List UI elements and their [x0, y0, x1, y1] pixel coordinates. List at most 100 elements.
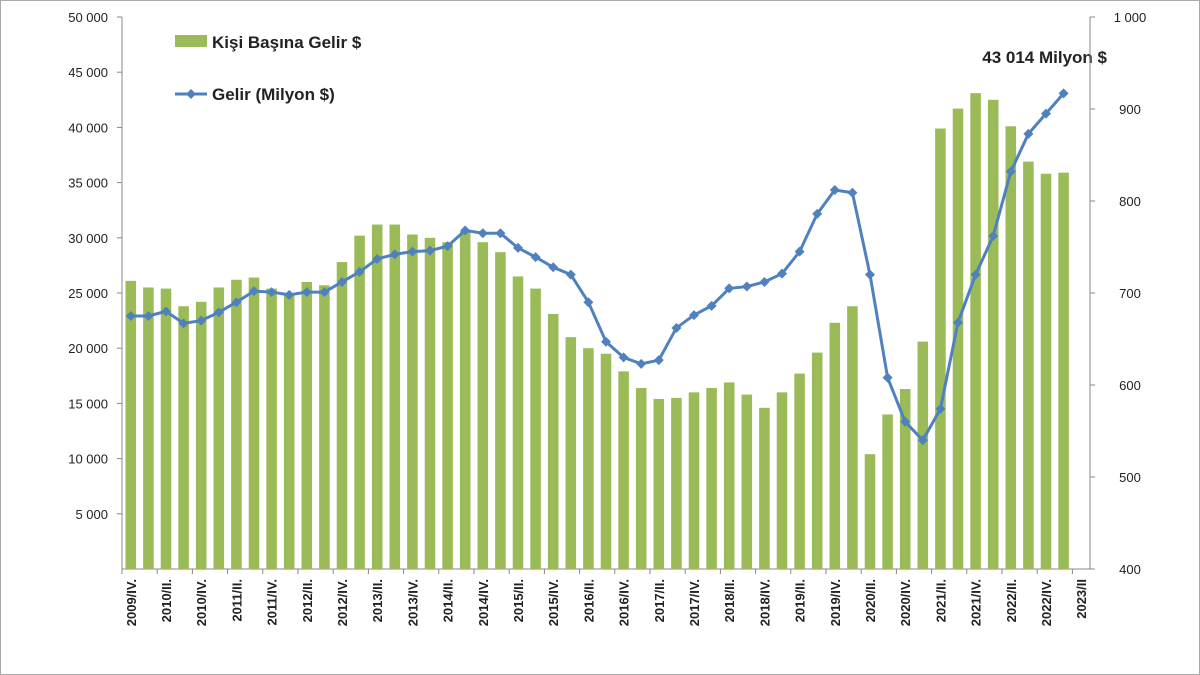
x-tick-label: 2015/IV. — [546, 579, 561, 626]
marker — [337, 276, 347, 287]
bar — [477, 242, 489, 569]
marker — [618, 352, 629, 363]
bar — [231, 279, 242, 569]
x-tick-label: 2009/IV. — [124, 579, 139, 626]
marker — [1005, 166, 1016, 177]
bar — [653, 398, 665, 569]
x-tick-label: 2012/II. — [300, 579, 315, 622]
x-tick-label: 2016/II. — [581, 579, 596, 622]
marker — [653, 355, 664, 366]
marker — [565, 269, 576, 280]
bar — [547, 313, 559, 569]
bar — [354, 235, 365, 570]
bar — [829, 322, 841, 569]
marker — [1058, 88, 1069, 99]
bar — [1023, 161, 1034, 569]
marker — [196, 315, 207, 326]
bar — [723, 382, 735, 569]
bar — [759, 407, 770, 569]
x-tick-label: 2010/II. — [159, 579, 174, 622]
marker — [812, 208, 823, 219]
x-tick-label: 2020/II. — [863, 579, 878, 622]
bar — [248, 277, 260, 569]
marker — [460, 225, 471, 236]
bar — [794, 373, 805, 569]
bar — [389, 224, 401, 569]
marker — [284, 289, 295, 300]
x-tick-label: 2022/II. — [1004, 579, 1019, 622]
x-tick-label: 2015/II. — [511, 579, 526, 622]
marker — [530, 252, 541, 263]
y-tick-label: 30 000 — [68, 231, 108, 246]
bar — [160, 288, 172, 569]
y-tick-label: 35 000 — [68, 176, 108, 191]
marker — [477, 228, 488, 239]
marker — [1041, 108, 1051, 119]
bar — [565, 337, 577, 569]
marker — [372, 253, 383, 264]
x-tick-label: 2019/IV. — [828, 579, 843, 626]
y-tick-label: 15 000 — [68, 396, 108, 411]
y-tick-label: 10 000 — [68, 452, 108, 467]
y2-tick-label: 700 — [1119, 286, 1141, 301]
y-tick-label: 50 000 — [68, 10, 108, 25]
bar — [213, 287, 225, 569]
marker — [953, 317, 963, 328]
x-tick-label: 2020/IV. — [898, 579, 913, 626]
marker — [231, 297, 242, 308]
marker — [706, 300, 717, 311]
marker — [970, 269, 981, 280]
bar — [283, 293, 295, 569]
marker — [741, 281, 752, 292]
bar — [671, 397, 682, 569]
marker — [513, 242, 523, 253]
y2-tick-label: 1 000 — [1114, 10, 1147, 25]
bar — [195, 301, 207, 569]
marker — [301, 287, 312, 298]
y-tick-label: 25 000 — [68, 286, 108, 301]
marker — [847, 187, 858, 198]
marker — [213, 307, 224, 318]
marker — [442, 241, 453, 252]
marker — [407, 246, 418, 257]
marker — [319, 287, 330, 298]
bar — [864, 454, 876, 569]
bar — [530, 288, 541, 569]
y-tick-label: 5 000 — [75, 507, 108, 522]
marker — [777, 268, 787, 279]
marker — [829, 184, 840, 195]
marker — [689, 310, 699, 321]
marker — [495, 228, 506, 239]
x-tick-label: 2013/II. — [370, 579, 385, 622]
x-tick-label: 2023/II — [1074, 579, 1089, 619]
marker — [917, 435, 928, 446]
marker — [161, 306, 171, 317]
bar — [776, 392, 788, 569]
bar — [811, 352, 823, 569]
marker — [125, 311, 136, 321]
x-tick-label: 2017/IV. — [687, 579, 702, 626]
marker — [636, 358, 647, 369]
bar — [935, 128, 946, 569]
marker — [1023, 128, 1034, 139]
x-tick-label: 2018/II. — [722, 579, 737, 622]
bar — [970, 93, 981, 570]
marker — [249, 286, 259, 297]
x-tick-label: 2022/IV. — [1039, 579, 1054, 626]
bar — [319, 285, 330, 569]
bar — [266, 288, 277, 569]
bar — [741, 394, 753, 569]
bar — [125, 280, 137, 569]
legend-marker — [186, 89, 196, 99]
y2-tick-label: 600 — [1119, 378, 1141, 393]
bar — [424, 237, 436, 570]
marker — [425, 245, 435, 256]
x-tick-label: 2021/II. — [933, 579, 948, 622]
x-tick-label: 2012/IV. — [335, 579, 350, 626]
marker — [671, 322, 682, 333]
bar — [917, 341, 929, 569]
bar — [706, 387, 717, 569]
bar — [635, 387, 647, 569]
bar — [495, 252, 506, 570]
bar — [301, 281, 313, 569]
